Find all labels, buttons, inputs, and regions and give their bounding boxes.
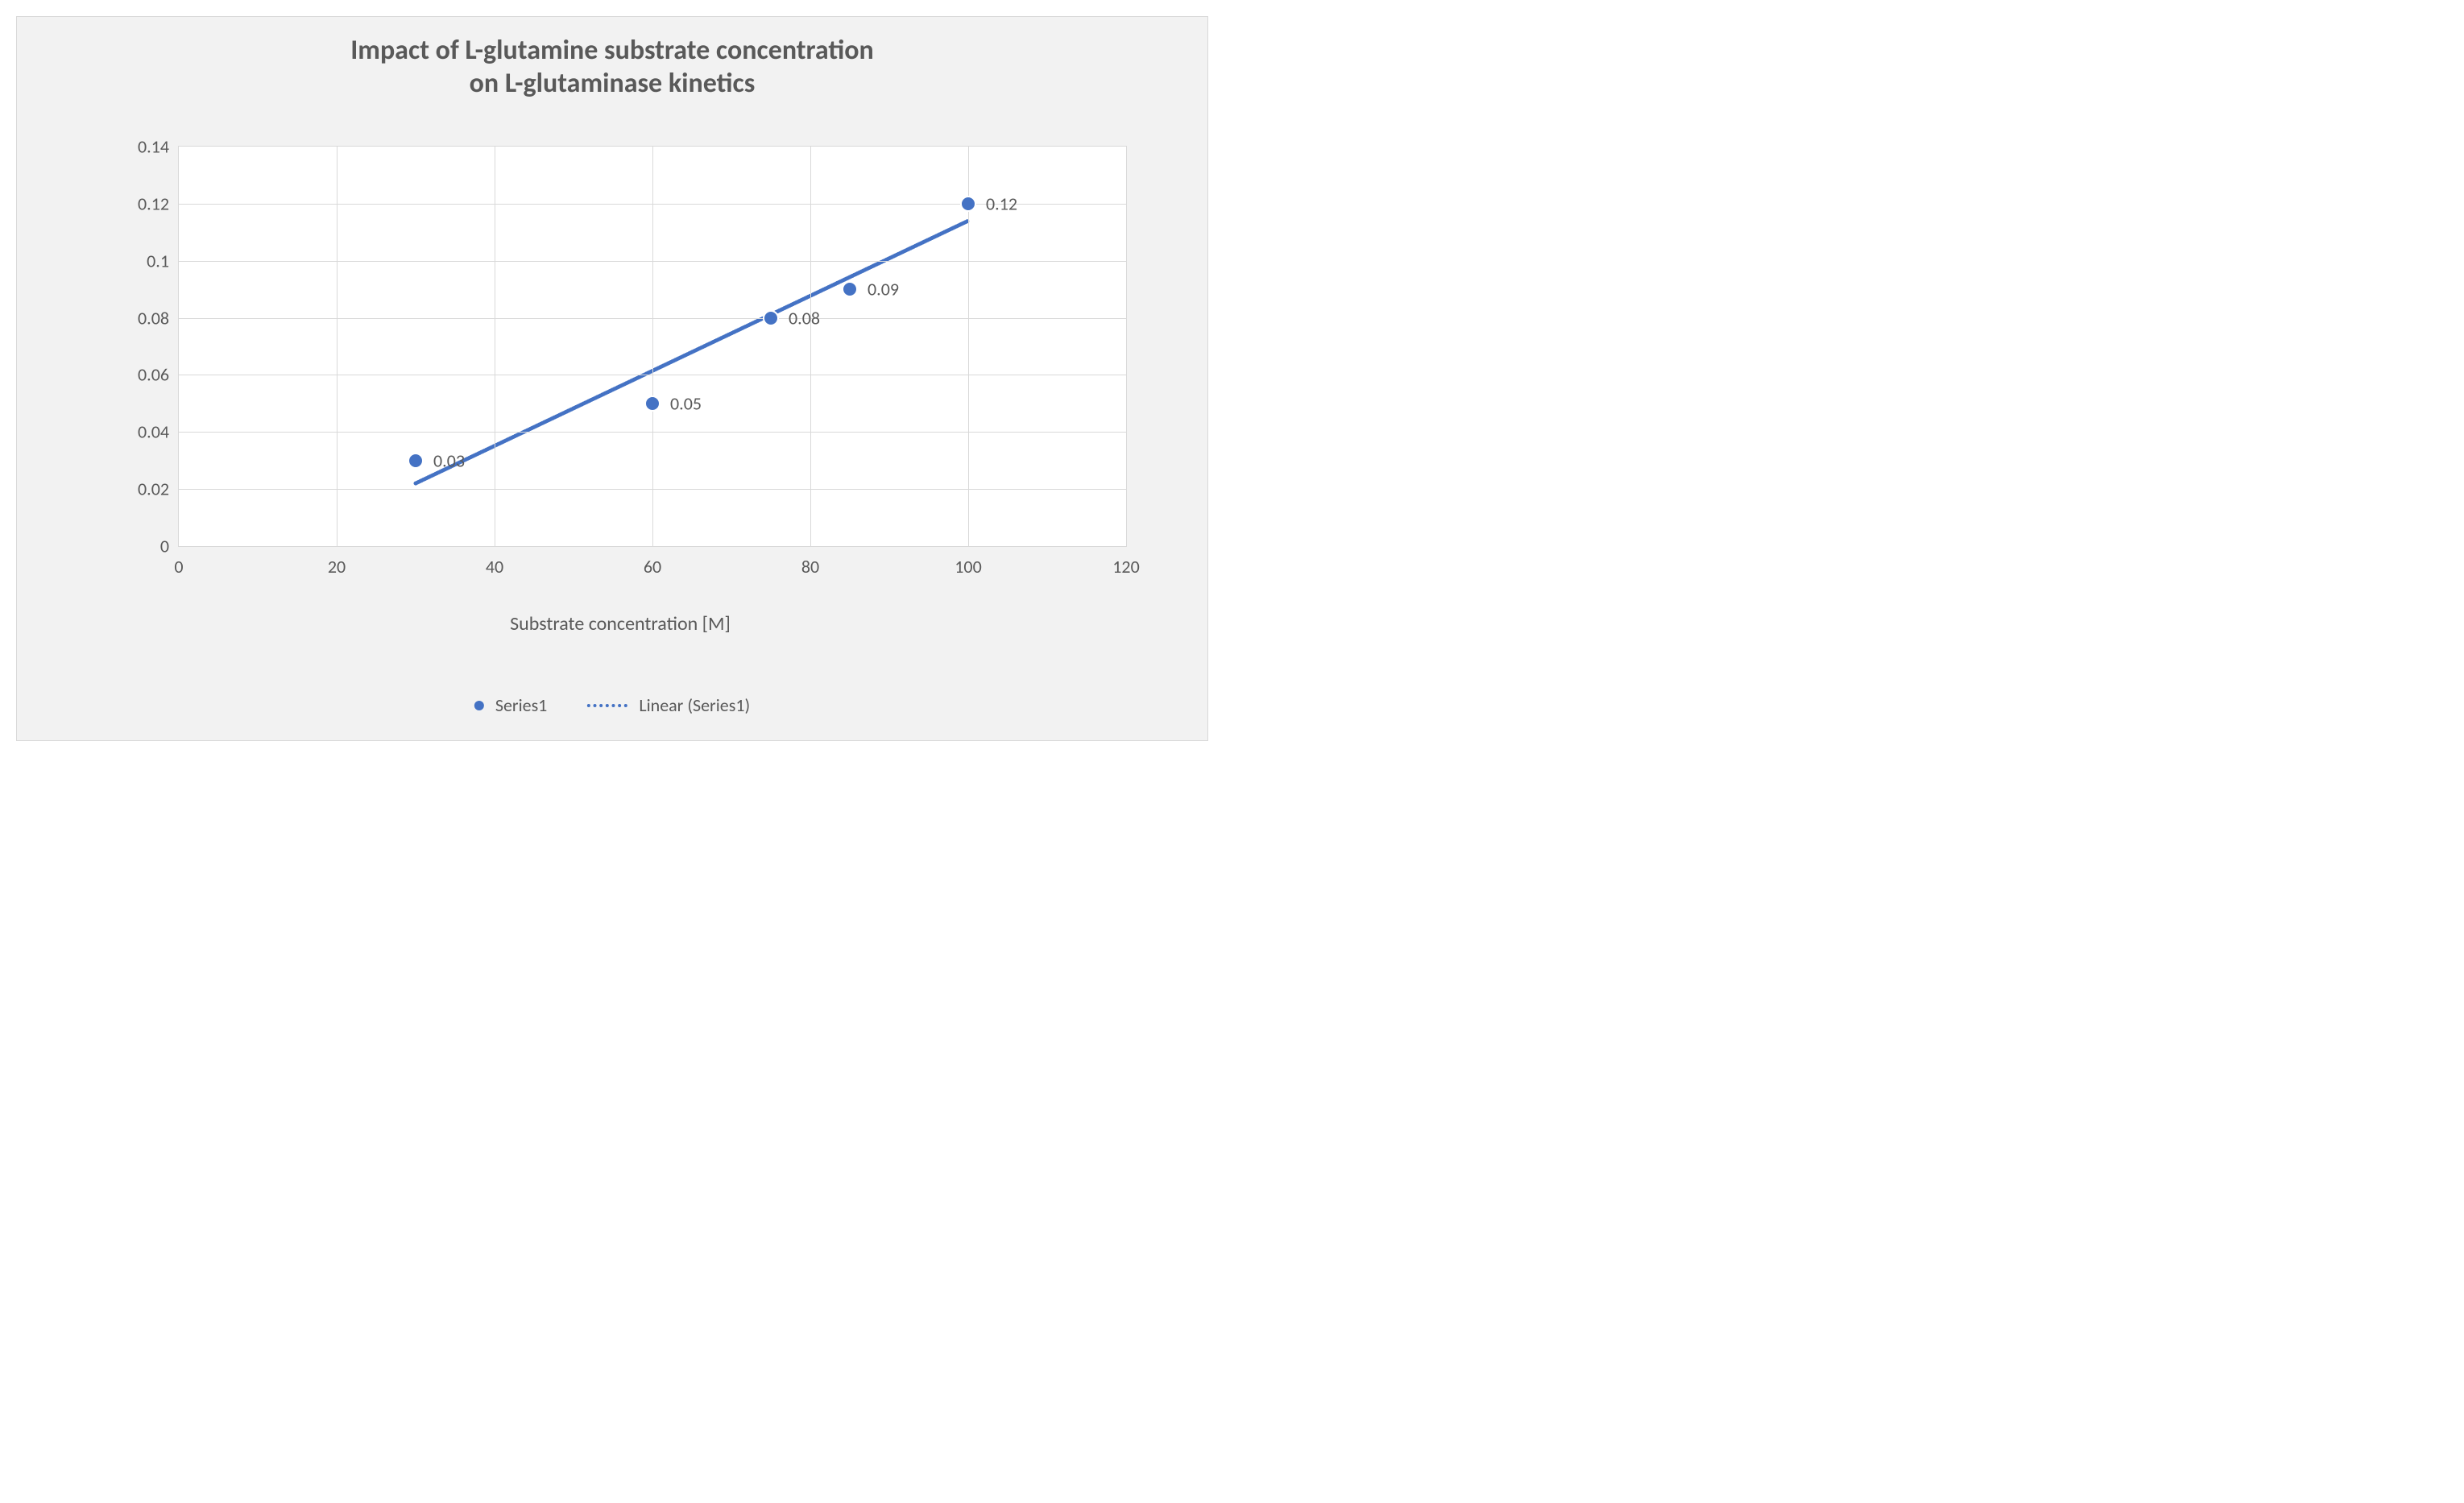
data-marker	[408, 453, 424, 469]
data-label: 0.03	[433, 449, 465, 471]
chart-title-line2: on L-glutaminase kinetics	[17, 68, 1207, 101]
legend-series-label: Series1	[495, 694, 547, 716]
y-tick-label: 0.1	[121, 250, 169, 271]
legend-item-series: Series1	[474, 694, 547, 716]
legend-trendline-label: Linear (Series1)	[639, 694, 750, 716]
chart-title-line1: Impact of L-glutamine substrate concentr…	[17, 35, 1207, 68]
data-marker	[644, 395, 661, 412]
data-label: 0.08	[789, 307, 820, 329]
gridline-v	[810, 147, 811, 546]
x-tick-label: 40	[486, 556, 503, 578]
data-label: 0.12	[986, 193, 1017, 214]
x-tick-label: 60	[644, 556, 661, 578]
chart-container: Impact of L-glutamine substrate concentr…	[16, 16, 1208, 741]
legend-item-trendline: Linear (Series1)	[587, 694, 750, 716]
data-marker	[960, 196, 976, 212]
legend-marker-icon	[474, 701, 484, 710]
y-tick-label: 0.12	[121, 193, 169, 214]
plot-wrap: Velocity [U moles/min] 00.020.040.060.08…	[81, 146, 1159, 579]
x-tick-label: 20	[328, 556, 346, 578]
data-marker	[842, 281, 858, 297]
data-label: 0.05	[670, 392, 702, 414]
y-tick-label: 0	[121, 536, 169, 557]
y-tick-label: 0.08	[121, 307, 169, 329]
data-marker	[763, 310, 779, 326]
legend: Series1 Linear (Series1)	[474, 694, 750, 716]
x-tick-label: 80	[801, 556, 819, 578]
data-label: 0.09	[868, 279, 899, 300]
plot-area: 00.020.040.060.080.10.120.14020406080100…	[178, 146, 1127, 547]
x-axis-label: Substrate concentration [M]	[510, 612, 731, 636]
y-tick-label: 0.02	[121, 478, 169, 500]
chart-title: Impact of L-glutamine substrate concentr…	[17, 17, 1207, 101]
gridline-v	[337, 147, 338, 546]
x-tick-label: 100	[955, 556, 981, 578]
y-tick-label: 0.06	[121, 364, 169, 386]
y-tick-label: 0.04	[121, 421, 169, 443]
legend-line-icon	[587, 704, 627, 707]
y-tick-label: 0.14	[121, 136, 169, 158]
gridline-v	[652, 147, 653, 546]
x-tick-label: 0	[174, 556, 183, 578]
x-tick-label: 120	[1112, 556, 1139, 578]
